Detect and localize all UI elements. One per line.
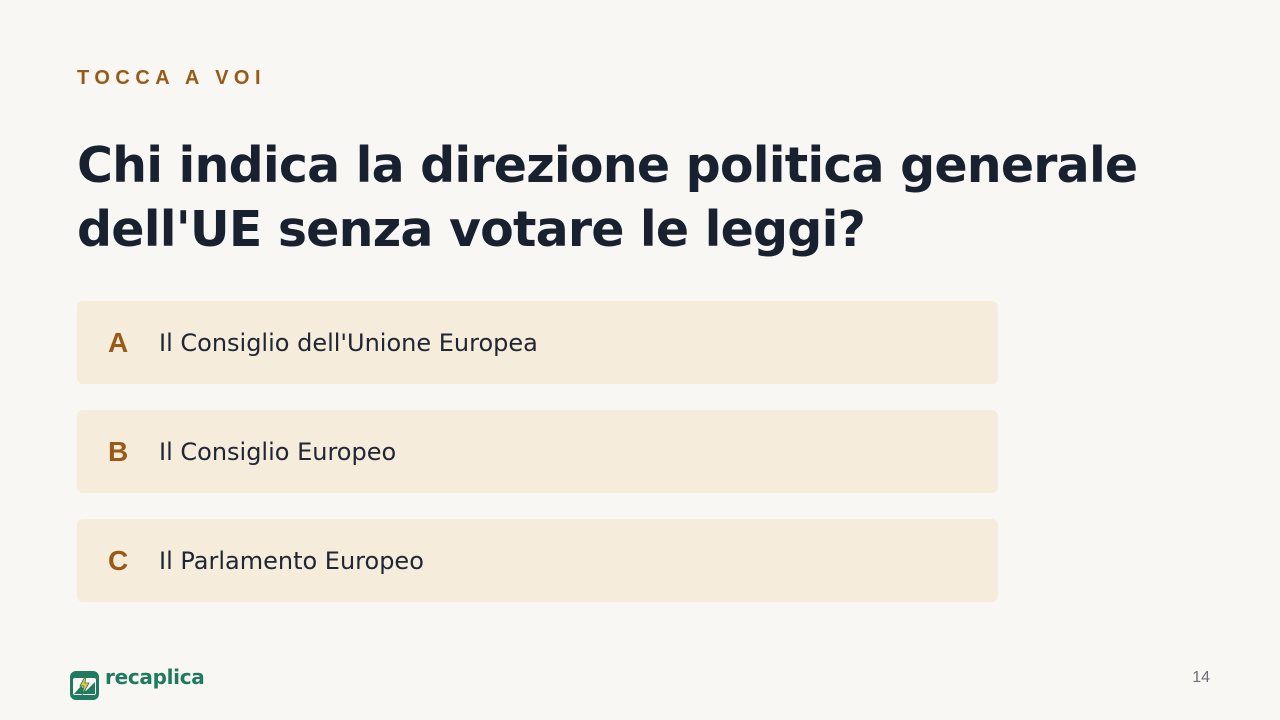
answer-options: A Il Consiglio dell'Unione Europea B Il … xyxy=(77,301,998,628)
brand-name: recaplica xyxy=(105,664,205,689)
page-number: 14 xyxy=(1192,669,1210,686)
option-letter: A xyxy=(108,326,129,358)
option-letter: B xyxy=(108,435,129,467)
option-text: Il Consiglio dell'Unione Europea xyxy=(159,328,538,357)
option-text: Il Consiglio Europeo xyxy=(159,437,397,466)
brand-footer: recaplica xyxy=(70,664,205,700)
option-c[interactable]: C Il Parlamento Europeo xyxy=(77,519,998,602)
section-eyebrow: TOCCA A VOI xyxy=(77,67,267,89)
recaplica-logo-icon xyxy=(70,671,99,700)
option-text: Il Parlamento Europeo xyxy=(159,546,424,575)
option-a[interactable]: A Il Consiglio dell'Unione Europea xyxy=(77,301,998,384)
option-letter: C xyxy=(108,544,129,576)
option-b[interactable]: B Il Consiglio Europeo xyxy=(77,410,998,493)
question-title: Chi indica la direzione politica general… xyxy=(77,137,1138,258)
